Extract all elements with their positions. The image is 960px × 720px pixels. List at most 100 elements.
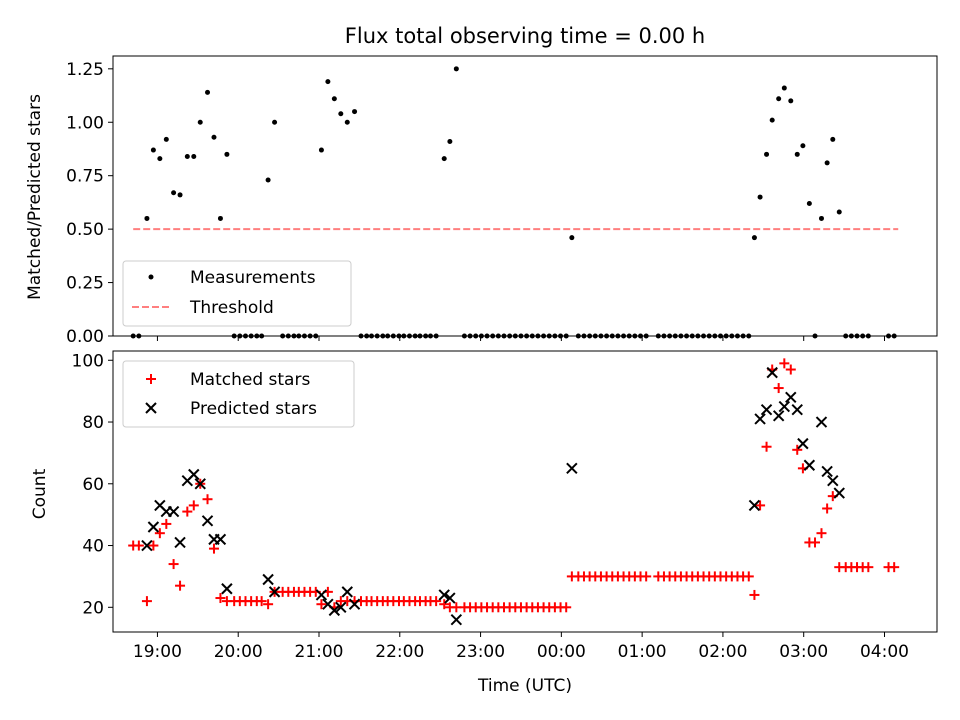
predicted-star-point [341,586,353,598]
predicted-star-point [766,366,778,379]
matched-star-point [439,599,450,610]
matched-star-point [749,589,760,600]
chart-title: Flux total observing time = 0.00 h [345,24,705,48]
predicted-legend-marker [145,402,157,414]
measurement-point [224,151,230,157]
x-tick-label: 19:00 [133,642,182,662]
predicted-star-point [167,505,180,518]
predicted-star-point [797,437,809,450]
predicted-legend-label: Predicted stars [190,399,317,419]
matched-legend-marker [146,374,156,384]
predicted-star-point [444,592,456,604]
ratio-legend: Measurements Threshold [122,260,352,327]
ratio-y-tick-label: 0.75 [66,167,104,187]
predicted-star-point [833,487,845,499]
count-y-tick-label: 100 [72,351,104,371]
predicted-star-point [262,573,274,586]
matched-star-point [792,444,803,455]
ratio-y-tick-label: 0.25 [66,274,104,294]
matched-star-point [810,537,821,548]
matched-star-point [755,500,766,511]
measurement-point [217,215,223,221]
predicted-star-point [754,413,766,425]
x-tick-label: 22:00 [375,642,424,662]
matched-star-point [182,506,193,517]
measurement-point [184,153,190,159]
matched-star-point [785,364,796,375]
x-tick-label: 00:00 [537,642,586,662]
measurement-point [272,119,278,125]
predicted-star-point [348,598,361,610]
ratio-panel-frame [112,55,938,337]
measurement-point [781,85,787,91]
predicted-star-point [328,604,341,617]
matched-star-point [168,559,179,570]
matched-star-point [822,503,833,514]
x-tick-label: 04:00 [860,642,909,662]
predicted-star-point [188,468,200,481]
measurement-point [205,89,211,95]
matched-star-point [743,571,754,582]
count-y-tick-label: 80 [82,413,104,433]
measurement-point [318,147,324,153]
measurement-point [794,151,800,157]
count-series [128,358,900,626]
measurement-point [776,96,782,102]
predicted-star-point [778,400,791,413]
count-panel: 20 40 60 80 100 19:00 20:00 21:00 22:00 23:00 00:… [30,350,938,696]
measurement-point [331,96,337,102]
measurement-point [325,79,331,85]
measurement-point [171,190,177,196]
x-tick-label: 20:00 [214,642,263,662]
matched-star-point [215,593,226,604]
matched-legend-label: Matched stars [190,370,310,390]
predicted-star-point [772,410,785,422]
measurement-point [830,136,836,142]
x-tick-label: 21:00 [295,642,344,662]
measurement-point [757,194,763,200]
predicted-star-point [335,601,347,614]
x-tick-label: 03:00 [779,642,828,662]
matched-star-point [133,540,144,551]
measurement-point [818,215,824,221]
predicted-star-point [147,521,160,533]
matched-star-point [641,571,652,582]
predicted-star-point [815,416,828,428]
measurements-legend-marker [148,274,154,280]
measurement-point [157,156,163,162]
measurement-point [163,136,169,142]
predicted-star-point [785,391,797,404]
matched-star-point [202,494,213,505]
matched-star-point [316,599,327,610]
count-legend-box [122,360,355,428]
predicted-star-point [803,459,816,471]
predicted-star-point [566,462,578,475]
measurement-point [344,119,350,125]
ratio-y-tick-label: 0.50 [66,220,104,240]
count-panel-frame [112,350,938,633]
ratio-y-tick-label: 0.00 [66,327,104,347]
predicted-star-point [827,474,839,487]
matched-star-point [154,528,165,539]
matched-star-point [208,543,219,554]
matched-star-point [773,383,784,394]
matched-star-point [161,518,172,529]
matched-star-point [175,580,186,591]
predicted-star-point [201,515,214,527]
ratio-legend-box [122,260,352,327]
measurement-point [836,209,842,215]
predicted-star-point [141,539,153,552]
ratio-panel: 0.00 0.25 0.50 0.75 1.00 1.25 Matched/Predict… [25,55,938,347]
count-y-label: Count [30,468,50,519]
predicted-star-point [438,589,450,601]
ratio-y-axis: 0.00 0.25 0.50 0.75 1.00 1.25 [66,60,113,347]
matched-star-point [141,596,152,607]
predicted-star-point [194,478,206,490]
measurement-point [144,215,150,221]
measurement-point [441,156,447,162]
predicted-star-point [174,536,186,549]
measurement-point [800,143,806,149]
measurement-point [352,109,358,115]
measurement-point [453,66,459,72]
threshold-legend-label: Threshold [189,298,274,318]
